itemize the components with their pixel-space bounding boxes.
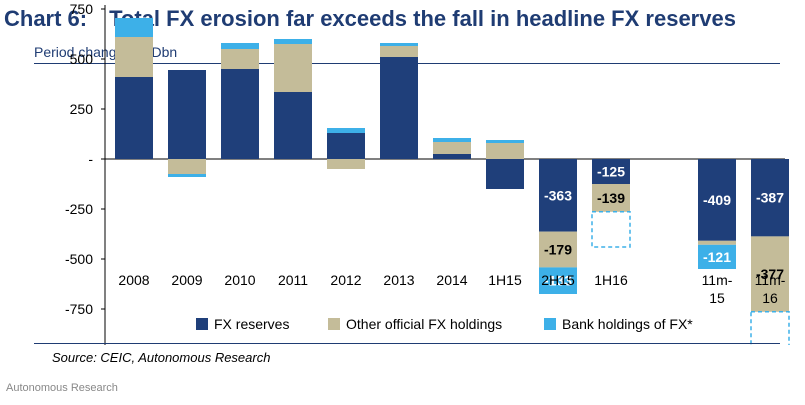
x-tick-label: 2010 — [224, 272, 255, 288]
x-tick-label: 15 — [709, 290, 725, 306]
data-label-11m-15-bank-holdings-of-fx: -121 — [703, 249, 731, 265]
bar-2014-other-official-fx-holdings — [433, 142, 471, 154]
bar-2008-other-official-fx-holdings — [115, 37, 153, 77]
data-label-2h15-bank-holdings-of-fx: -133 — [544, 273, 572, 289]
x-tick-label: 1H15 — [488, 272, 522, 288]
bar-2h15-fx-reserves — [539, 159, 577, 232]
source-note: Source: CEIC, Autonomous Research — [52, 350, 271, 365]
bar-2013-bank-holdings-of-fx — [380, 43, 418, 46]
x-tick-label: 11m- — [755, 272, 786, 288]
bar-1h16-other-official-fx-holdings — [592, 184, 630, 212]
y-tick-label: -250 — [65, 201, 93, 217]
bar-2011-bank-holdings-of-fx — [274, 39, 312, 44]
data-label-2h15-other-official-fx-holdings: -179 — [544, 242, 572, 258]
y-tick-label: 250 — [70, 101, 94, 117]
x-tick-label: 2014 — [436, 272, 467, 288]
data-label-1h16-other-official-fx-holdings: -139 — [597, 190, 625, 206]
bar-2012-other-official-fx-holdings — [327, 159, 365, 169]
legend-swatch-fx-reserves — [196, 318, 208, 330]
chart-title-text: Total FX erosion far exceeds the fall in… — [109, 6, 736, 31]
bar-2011-other-official-fx-holdings — [274, 44, 312, 92]
data-label-2h15-fx-reserves: -363 — [544, 187, 572, 203]
legend-label-bank-holdings-of-fx: Bank holdings of FX* — [562, 316, 693, 332]
bottom-divider — [34, 343, 780, 344]
x-tick-label: 11m- — [702, 272, 733, 288]
y-tick-label: - — [88, 151, 93, 167]
bar-11m-15-other-official-fx-holdings — [698, 240, 736, 245]
footer-brand: Autonomous Research — [6, 382, 118, 394]
x-tick-label: 2008 — [118, 272, 149, 288]
bar-2014-bank-holdings-of-fx — [433, 138, 471, 142]
x-tick-label: 2H15 — [541, 272, 575, 288]
bar-2010-fx-reserves — [221, 69, 259, 159]
legend-label-other-official-fx-holdings: Other official FX holdings — [346, 316, 502, 332]
dashed-outline-1h16 — [591, 211, 631, 248]
chart-number: Chart 6: — [4, 6, 88, 31]
y-tick-label: 750 — [70, 1, 94, 17]
y-tick-label: 500 — [70, 51, 94, 67]
bar-2013-other-official-fx-holdings — [380, 46, 418, 57]
chart-title: Chart 6: Total FX erosion far exceeds the… — [4, 6, 736, 32]
bar-1h16-fx-reserves — [592, 159, 630, 184]
x-tick-label: 2013 — [383, 272, 414, 288]
y-tick-label: -750 — [65, 301, 93, 317]
bar-11m-15-bank-holdings-of-fx — [698, 244, 736, 269]
bar-2011-fx-reserves — [274, 92, 312, 159]
x-tick-label: 16 — [762, 290, 778, 306]
dashed-outline-11m-16 — [750, 311, 790, 345]
bar-11m-16-other-official-fx-holdings — [751, 236, 789, 312]
bar-2010-bank-holdings-of-fx — [221, 43, 259, 49]
data-label-11m-15-fx-reserves: -409 — [703, 192, 731, 208]
bar-2009-fx-reserves — [168, 70, 206, 159]
y-tick-label: -500 — [65, 251, 93, 267]
bar-2012-bank-holdings-of-fx — [327, 128, 365, 133]
bar-11m-16-fx-reserves — [751, 159, 789, 237]
legend-label-fx-reserves: FX reserves — [214, 316, 289, 332]
bar-11m-15-fx-reserves — [698, 159, 736, 241]
data-label-11m-16-other-official-fx-holdings: -377 — [756, 266, 784, 282]
bar-2008-bank-holdings-of-fx — [115, 18, 153, 37]
bar-1h15-fx-reserves — [486, 159, 524, 189]
x-tick-label: 2012 — [330, 272, 361, 288]
bar-2008-fx-reserves — [115, 77, 153, 159]
bar-2012-fx-reserves — [327, 133, 365, 159]
bar-2h15-bank-holdings-of-fx — [539, 267, 577, 294]
bar-1h15-bank-holdings-of-fx — [486, 140, 524, 143]
bar-2013-fx-reserves — [380, 57, 418, 159]
bar-2010-other-official-fx-holdings — [221, 49, 259, 69]
stacked-bar-chart: 750500250--250-500-750-1,000-363-179-133… — [65, 1, 790, 345]
bar-2h15-other-official-fx-holdings — [539, 231, 577, 268]
data-label-1h16-fx-reserves: -125 — [597, 164, 625, 180]
x-tick-label: 1H16 — [594, 272, 628, 288]
bar-2014-fx-reserves — [433, 154, 471, 159]
legend-swatch-bank-holdings-of-fx — [544, 318, 556, 330]
legend-swatch-other-official-fx-holdings — [328, 318, 340, 330]
x-tick-label: 2009 — [171, 272, 202, 288]
bar-1h15-other-official-fx-holdings — [486, 143, 524, 159]
bar-2009-other-official-fx-holdings — [168, 159, 206, 174]
data-label-11m-16-fx-reserves: -387 — [756, 190, 784, 206]
bar-2009-bank-holdings-of-fx — [168, 174, 206, 177]
x-tick-label: 2011 — [278, 272, 308, 288]
